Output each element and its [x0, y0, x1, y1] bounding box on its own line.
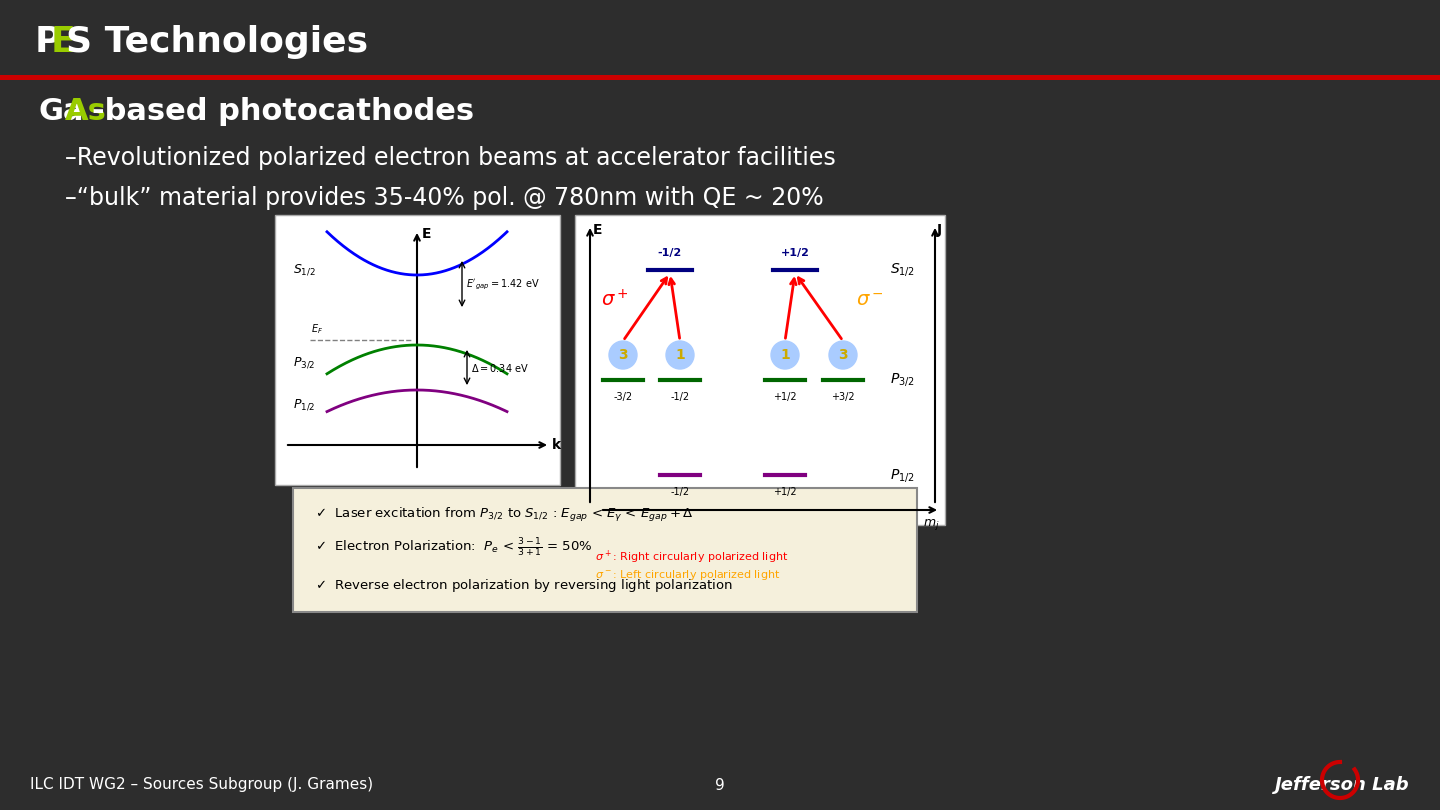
Text: +1/2: +1/2 [780, 248, 809, 258]
Text: E: E [593, 223, 602, 237]
Text: $\checkmark$  Reverse electron polarization by reversing light polarization: $\checkmark$ Reverse electron polarizati… [315, 577, 733, 594]
Text: -1/2: -1/2 [671, 487, 690, 497]
Text: Ga: Ga [37, 97, 84, 126]
Bar [0, 75, 1440, 80]
Text: $E_F$: $E_F$ [311, 322, 323, 336]
Text: 1: 1 [780, 348, 791, 362]
Text: $P_{1/2}$: $P_{1/2}$ [292, 398, 315, 412]
Bar [0, 0, 1440, 78]
Text: $S_{1/2}$: $S_{1/2}$ [890, 262, 916, 279]
Circle shape [609, 341, 636, 369]
Text: -1/2: -1/2 [671, 392, 690, 402]
Text: $\sigma^+$: Right circularly polarized light: $\sigma^+$: Right circularly polarized l… [595, 548, 788, 565]
Text: $\sigma^+$: $\sigma^+$ [600, 289, 629, 311]
Text: $m_j$: $m_j$ [923, 517, 940, 532]
Text: E: E [422, 227, 432, 241]
Text: –Revolutionized polarized electron beams at accelerator facilities: –Revolutionized polarized electron beams… [65, 146, 835, 170]
Text: Jefferson Lab: Jefferson Lab [1276, 776, 1410, 794]
Text: $P_{1/2}$: $P_{1/2}$ [890, 467, 914, 484]
Text: $S_{1/2}$: $S_{1/2}$ [292, 262, 315, 277]
Text: $E'_{gap}=1.42$ eV: $E'_{gap}=1.42$ eV [467, 278, 540, 292]
Text: -1/2: -1/2 [658, 248, 683, 258]
Text: +1/2: +1/2 [773, 487, 796, 497]
Bar [275, 215, 560, 485]
Text: +3/2: +3/2 [831, 392, 855, 402]
Text: $\sigma^-$: $\sigma^-$ [855, 291, 884, 309]
Circle shape [770, 341, 799, 369]
Text: -based photocathodes: -based photocathodes [92, 97, 474, 126]
Bar [0, 760, 1440, 810]
Text: $P_{3/2}$: $P_{3/2}$ [890, 372, 914, 389]
Circle shape [829, 341, 857, 369]
Circle shape [665, 341, 694, 369]
Text: +1/2: +1/2 [773, 392, 796, 402]
Bar [575, 215, 945, 525]
Text: –“bulk” material provides 35-40% pol. @ 780nm with QE ~ 20%: –“bulk” material provides 35-40% pol. @ … [65, 186, 824, 210]
Text: S Technologies: S Technologies [66, 25, 369, 59]
Text: P: P [35, 25, 62, 59]
Text: k: k [552, 438, 562, 452]
Text: $P_{3/2}$: $P_{3/2}$ [292, 356, 315, 370]
Text: J: J [937, 223, 942, 237]
Text: 1: 1 [675, 348, 685, 362]
Text: E: E [50, 25, 76, 59]
Text: $\checkmark$  Laser excitation from $P_{3/2}$ to $S_{1/2}$ : $E_{gap}$ < $E_{\ga: $\checkmark$ Laser excitation from $P_{3… [315, 506, 694, 524]
Text: ILC IDT WG2 – Sources Subgroup (J. Grames): ILC IDT WG2 – Sources Subgroup (J. Grame… [30, 778, 373, 792]
Text: $\Delta=0.34$ eV: $\Delta=0.34$ eV [471, 362, 528, 374]
Text: 9: 9 [716, 778, 724, 792]
Text: 3: 3 [838, 348, 848, 362]
Text: $\sigma^-$: Left circularly polarized light: $\sigma^-$: Left circularly polarized li… [595, 568, 780, 582]
Text: -3/2: -3/2 [613, 392, 632, 402]
FancyBboxPatch shape [292, 488, 917, 612]
Text: $\checkmark$  Electron Polarization:  $P_e$ < $\frac{3-1}{3+1}$ = 50%: $\checkmark$ Electron Polarization: $P_e… [315, 537, 592, 559]
Text: As: As [65, 97, 107, 126]
Text: 3: 3 [618, 348, 628, 362]
